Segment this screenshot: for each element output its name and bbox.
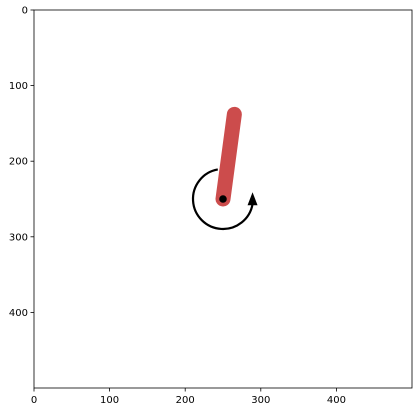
torque-arrowhead (247, 192, 258, 206)
axes-frame (33, 9, 413, 389)
x-tick-label: 100 (100, 395, 119, 406)
y-tick-label: 300 (9, 232, 28, 243)
x-tick-label: 300 (251, 395, 270, 406)
pendulum-pole (215, 106, 242, 207)
y-tick-label: 200 (9, 157, 28, 168)
x-tick-label: 0 (31, 395, 37, 406)
counterclockwise-arrow-icon (191, 168, 258, 231)
axis-ticks: 0 100 200 300 400 0 100 200 300 400 (9, 6, 346, 407)
y-tick-label: 0 (22, 6, 28, 17)
y-tick-label: 400 (9, 308, 28, 319)
torque-arc (191, 168, 254, 231)
scene-layer (191, 106, 258, 231)
x-tick-label: 200 (176, 395, 195, 406)
pendulum-pivot (219, 195, 227, 203)
x-tick-label: 400 (327, 395, 346, 406)
y-tick-label: 100 (9, 81, 28, 92)
